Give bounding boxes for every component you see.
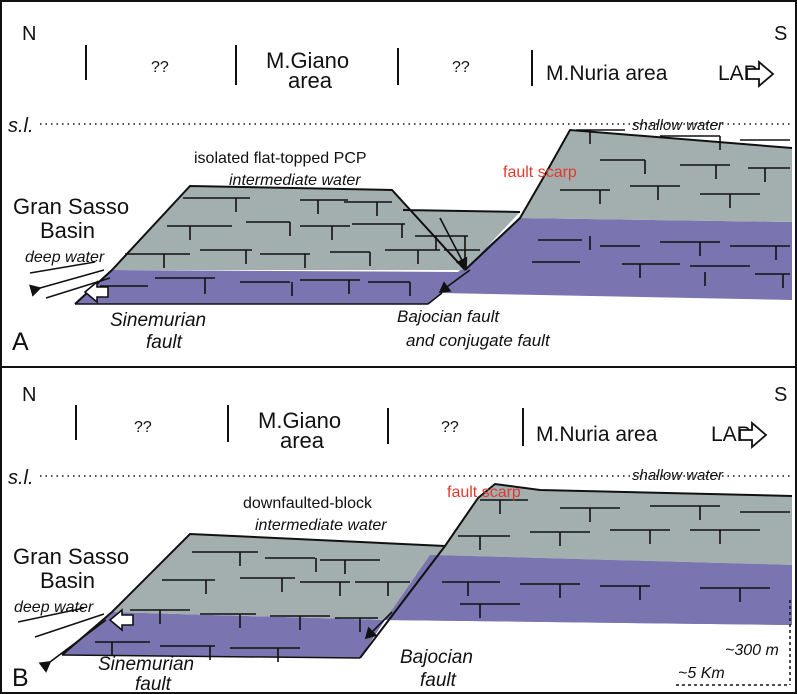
panel-b-zone-mgiano-area: area [280, 428, 325, 453]
panel-a-bajocian-line2: and conjugate fault [406, 331, 551, 350]
panel-a-bajocian-line1: Bajocian fault [397, 307, 500, 326]
panel-b-intermediate-water: intermediate water [255, 517, 387, 534]
panel-a: N S ?? M.Giano area ?? M.Nuria area LAP … [8, 23, 793, 356]
panel-b-frame [0, 366, 797, 694]
panel-a-fault-line-2 [45, 277, 111, 299]
panel-b-nuria-platform [385, 484, 792, 620]
panel-a-basin-line1: Gran Sasso [13, 194, 129, 219]
panel-b-letter: B [12, 664, 29, 692]
panel-b-sea-level: s.l. [8, 467, 34, 489]
panel-b-block-title: downfaulted-block [243, 495, 373, 512]
panel-a-zone-unknown-1: ?? [151, 59, 169, 76]
panel-a-sinemurian-line1: Sinemurian [110, 310, 206, 331]
panel-a-zone-mnuria: M.Nuria area [546, 62, 668, 85]
panel-b-basin-line1: Gran Sasso [13, 544, 129, 569]
panel-a-pcp-platform [112, 186, 465, 270]
lap-arrow-icon [746, 60, 775, 88]
panel-a-zone-mgiano-area: area [288, 68, 333, 93]
panel-b-sinemurian-line2: fault [135, 674, 172, 694]
panel-a-bedding [100, 129, 790, 296]
panel-b-bedding [95, 499, 790, 662]
panel-a-sinemurian-line2: fault [146, 332, 183, 353]
panel-b-bajocian-line1: Bajocian [400, 647, 473, 668]
panel-a-shallow-water: shallow water [632, 117, 724, 134]
panel-b-bajocian-arrow [364, 611, 393, 640]
panel-a-bottom-line-2 [427, 292, 443, 305]
panel-b-zone-mnuria: M.Nuria area [536, 423, 658, 446]
panel-b-scale-horizontal-label: ~5 Km [678, 665, 725, 682]
sinemurian-fault-arrow-icon [108, 608, 134, 632]
panel-a-bajocian-arrow-2 [438, 269, 471, 293]
panel-a-deep-water: deep water [25, 249, 105, 266]
panel-b-deep-water: deep water [14, 599, 94, 616]
panel-b-basement-fill [385, 555, 792, 625]
panel-a-saddle [403, 210, 520, 270]
panel-a-deep-water-line [29, 261, 96, 274]
panel-b-shallow-water: shallow water [632, 467, 724, 484]
panel-a-basin-line2: Basin [40, 218, 95, 243]
panel-a-north: N [22, 23, 36, 45]
panel-a-sea-level: s.l. [8, 115, 34, 137]
panel-b-fault-scarp: fault scarp [447, 484, 521, 501]
panel-b-south: S [774, 384, 787, 406]
panel-a-intermediate-water: intermediate water [229, 172, 361, 189]
panel-b-fault-line-2 [38, 619, 107, 673]
lap-arrow-icon [739, 421, 768, 449]
sinemurian-fault-arrow-icon [83, 280, 109, 304]
panel-b-north: N [22, 384, 36, 406]
panel-b-scale-vertical-label: ~300 m [725, 642, 779, 659]
panel-a-zone-unknown-2: ?? [452, 59, 470, 76]
panel-b-basin-line2: Basin [40, 568, 95, 593]
panel-a-bajocian-arrow-1 [439, 217, 468, 270]
panel-b-fault-line-1 [34, 613, 105, 638]
panel-a-zone-mgiano: M.Giano [266, 48, 349, 73]
panel-a-nuria-platform [520, 130, 792, 222]
panel-b-zone-mgiano: M.Giano [258, 408, 341, 433]
panel-b-zone-unknown-2: ?? [441, 419, 459, 436]
panel-a-fault-scarp: fault scarp [503, 164, 577, 181]
panel-a-south: S [774, 23, 787, 45]
panel-b-sinemurian-line1: Sinemurian [98, 654, 194, 675]
panel-b-bajocian-line2: fault [420, 670, 457, 691]
panel-b-deep-water-line [17, 607, 85, 623]
panel-b-block-platform [112, 534, 445, 620]
panel-a-letter: A [12, 328, 29, 356]
panel-b-zone-unknown-1: ?? [134, 419, 152, 436]
panel-a-pcp-title: isolated flat-topped PCP [194, 150, 367, 167]
panel-a-fault-line-1 [29, 269, 105, 297]
panel-b: N S ?? M.Giano area ?? M.Nuria area LAP … [8, 384, 793, 694]
